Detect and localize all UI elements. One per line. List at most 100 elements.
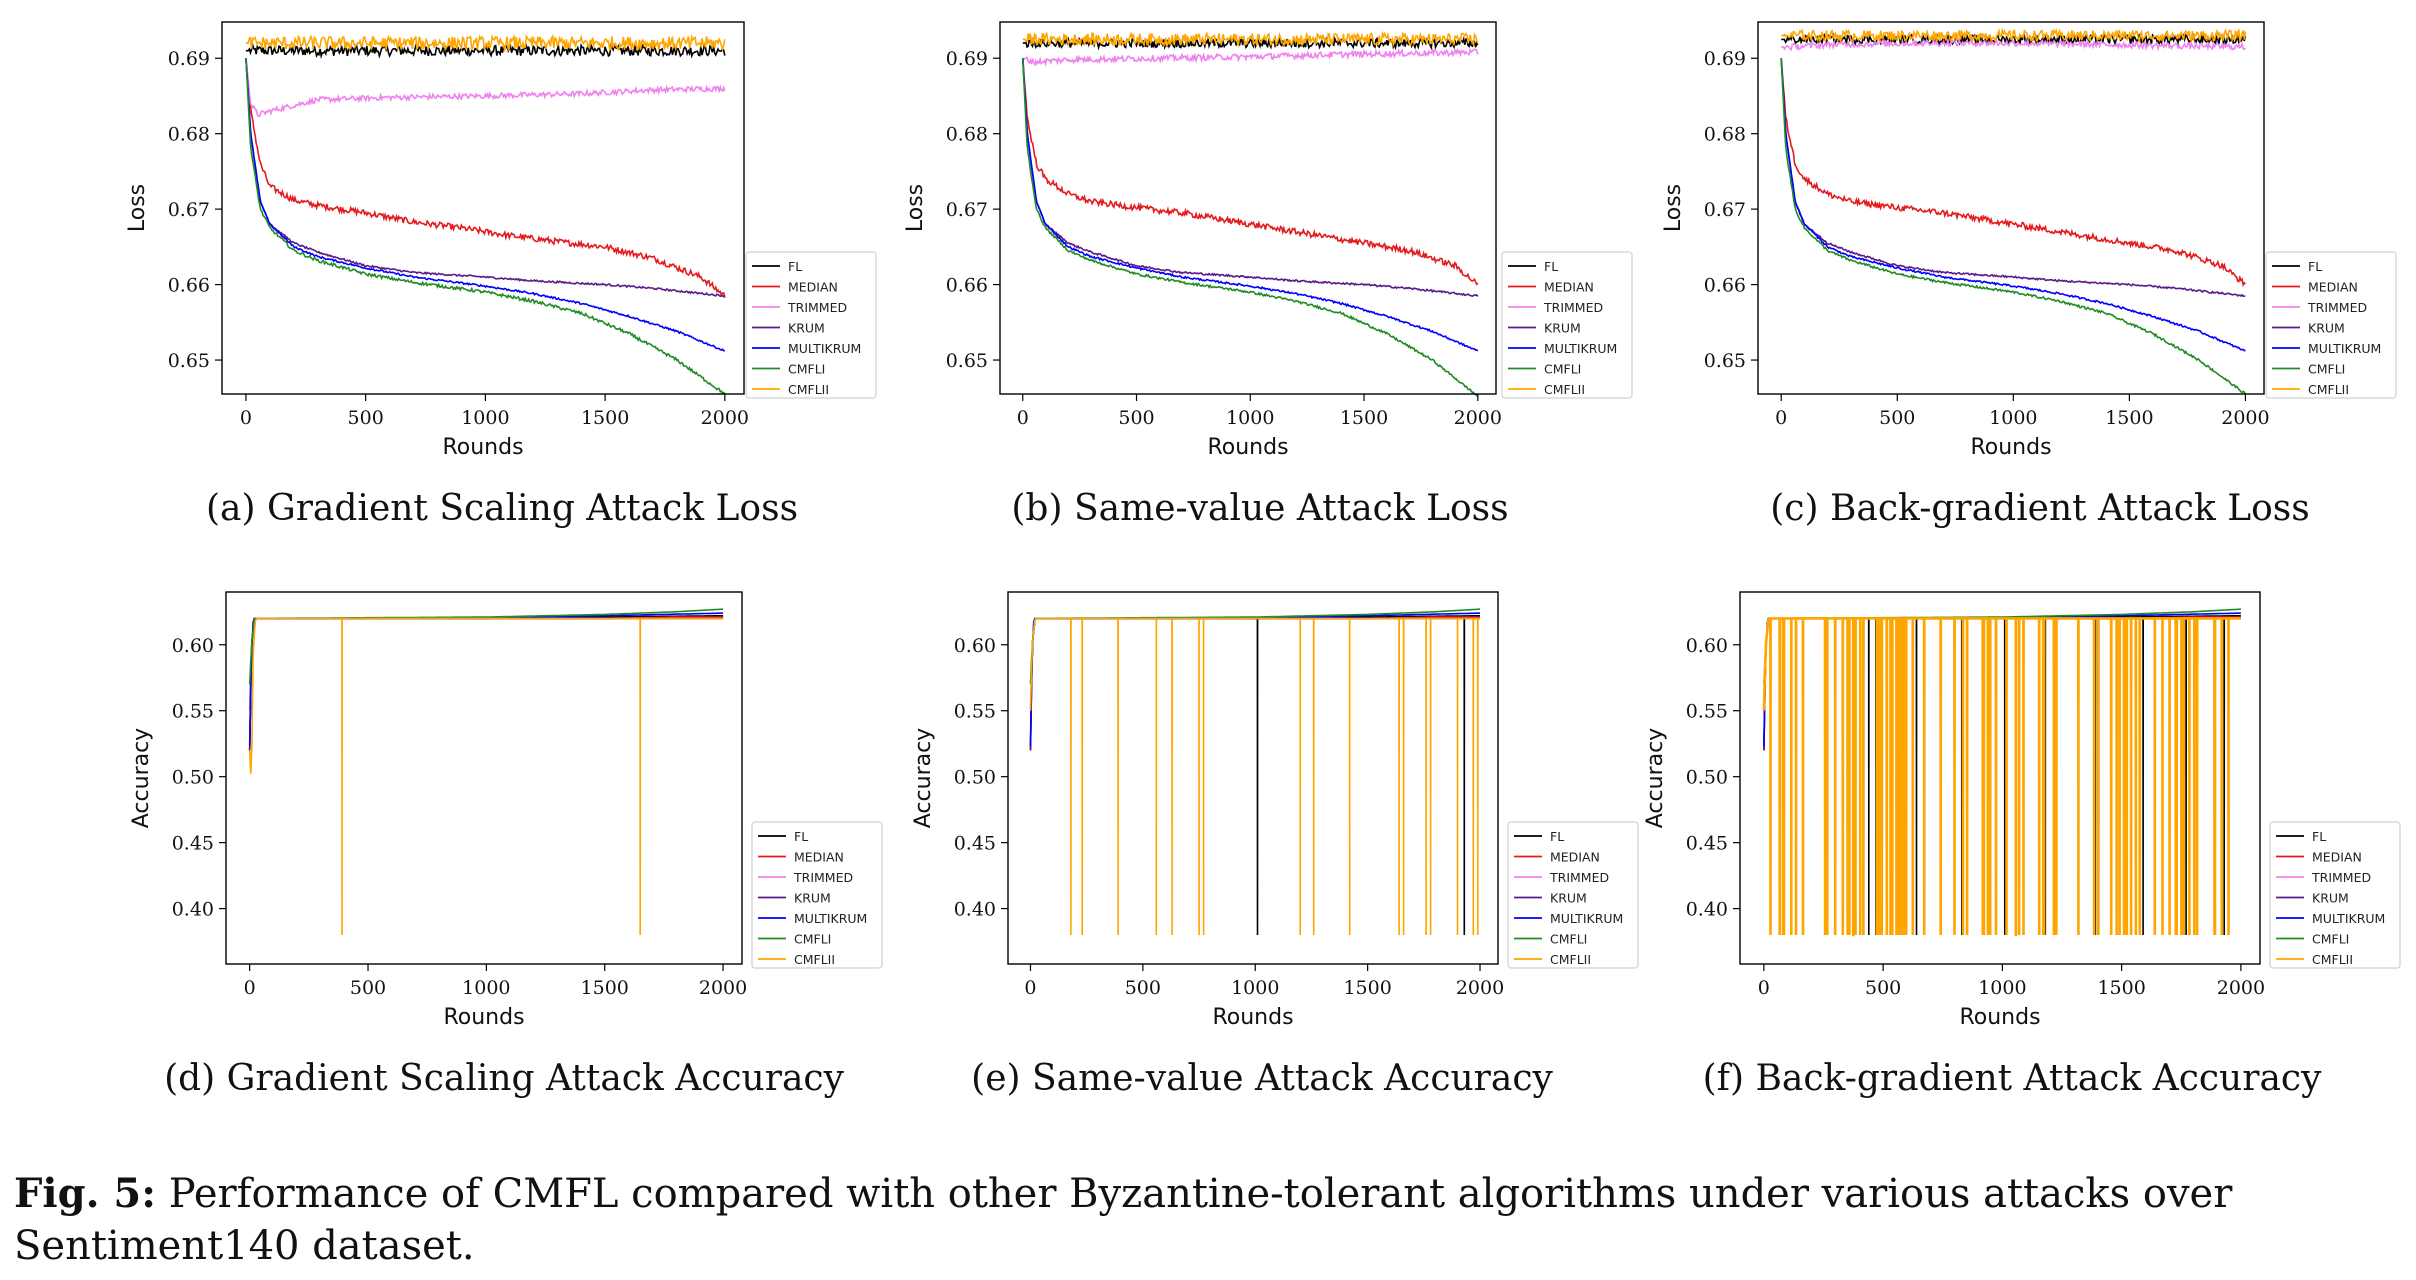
x-tick-label: 2000	[2217, 977, 2265, 999]
series-line-median	[245, 58, 726, 298]
legend: FL MEDIAN TRIMMED KRUM MULTIKRUM CMFLI CMFLII	[1507, 821, 1639, 969]
series-line-cmfli	[1022, 58, 1479, 397]
x-tick-label: 0	[1758, 977, 1770, 999]
series-line-cmflii	[1029, 617, 1480, 936]
y-axis-label: Loss	[903, 184, 928, 232]
legend-label-cmfli: CMFLI	[1550, 932, 1587, 947]
legend-label-fl: FL	[794, 829, 808, 844]
x-axis-label: Rounds	[1212, 1005, 1293, 1030]
figure-caption-label: Fig. 5:	[14, 1170, 157, 1217]
legend-label-krum: KRUM	[788, 321, 825, 336]
x-tick-label: 1000	[1978, 977, 2026, 999]
x-tick-label: 2000	[2221, 407, 2269, 429]
y-tick-label: 0.55	[172, 701, 214, 723]
plot-frame	[1757, 21, 2265, 395]
y-tick-label: 0.66	[946, 275, 988, 297]
y-axis-label: Accuracy	[1643, 728, 1668, 828]
y-axis-label: Loss	[125, 184, 150, 232]
y-tick-label: 0.69	[1704, 48, 1746, 70]
series-line-cmflii	[1762, 617, 2241, 937]
plot-frame	[999, 21, 1497, 395]
legend-label-cmflii: CMFLII	[788, 382, 829, 397]
legend-label-median: MEDIAN	[2308, 280, 2358, 295]
chart-panel-1: 0 500 1000 1500 2000 0.65 0.66 0.67 0.68 0.69 Roun…	[903, 21, 1633, 460]
y-tick-label: 0.50	[172, 767, 214, 789]
subcaption-a: (a) Gradient Scaling Attack Loss	[205, 488, 799, 529]
x-tick-label: 500	[1118, 407, 1154, 429]
x-tick-label: 1000	[462, 977, 510, 999]
legend-label-multikrum: MULTIKRUM	[2308, 341, 2381, 356]
plot-frame	[1007, 591, 1499, 965]
x-tick-label: 2000	[699, 977, 747, 999]
y-tick-label: 0.40	[954, 899, 996, 921]
series-line-cmfli	[248, 608, 724, 685]
series-line-cmfli	[1780, 58, 2247, 395]
y-tick-label: 0.65	[946, 350, 988, 372]
y-tick-label: 0.55	[954, 701, 996, 723]
y-tick-label: 0.66	[168, 275, 210, 297]
legend-label-cmflii: CMFLII	[1544, 382, 1585, 397]
series-line-median	[1780, 58, 2246, 288]
series-line-cmflii	[245, 33, 726, 53]
legend-box	[2269, 821, 2401, 969]
y-tick-label: 0.55	[1686, 701, 1728, 723]
x-axis-label: Rounds	[1970, 435, 2051, 460]
series-line-multikrum	[1780, 58, 2246, 352]
y-tick-label: 0.50	[954, 767, 996, 789]
legend-box	[745, 251, 877, 399]
legend-label-fl: FL	[1550, 829, 1564, 844]
y-tick-label: 0.45	[172, 833, 214, 855]
series-line-multikrum	[245, 58, 725, 352]
y-tick-label: 0.68	[168, 124, 210, 146]
y-tick-label: 0.67	[946, 199, 988, 221]
x-tick-label: 500	[350, 977, 386, 999]
legend-label-cmflii: CMFLII	[794, 952, 835, 967]
legend-label-krum: KRUM	[2312, 891, 2349, 906]
x-tick-label: 2000	[1456, 977, 1504, 999]
x-tick-label: 1500	[2097, 977, 2145, 999]
legend-label-median: MEDIAN	[1550, 850, 1600, 865]
subcaption-f: (f) Back-gradient Attack Accuracy	[1702, 1058, 2322, 1099]
legend-label-multikrum: MULTIKRUM	[788, 341, 861, 356]
legend-label-trimmed: TRIMMED	[1543, 300, 1603, 315]
legend-box	[1507, 821, 1639, 969]
series-line-trimmed	[248, 617, 724, 711]
legend: FL MEDIAN TRIMMED KRUM MULTIKRUM CMFLI CMFLII	[1501, 251, 1633, 399]
series-line-fl	[1029, 614, 1481, 936]
legend-label-cmfli: CMFLI	[2308, 362, 2345, 377]
y-tick-label: 0.60	[172, 635, 214, 657]
legend-label-median: MEDIAN	[788, 280, 838, 295]
y-axis-label: Accuracy	[911, 728, 936, 828]
x-tick-label: 2000	[1454, 407, 1502, 429]
plot-frame	[221, 21, 745, 395]
series-line-krum	[1029, 617, 1480, 751]
x-tick-label: 1000	[1231, 977, 1279, 999]
chart-panel-0: 0 500 1000 1500 2000 0.65 0.66 0.67 0.68 0.69 Roun…	[125, 21, 877, 460]
legend-label-krum: KRUM	[1544, 321, 1581, 336]
y-axis-label: Loss	[1661, 184, 1686, 232]
legend-box	[751, 821, 883, 969]
legend-label-multikrum: MULTIKRUM	[2312, 911, 2385, 926]
series-line-cmflii	[1781, 27, 2247, 44]
plot-frame	[225, 591, 743, 965]
figure-caption-text: Performance of CMFL compared with other …	[14, 1171, 2233, 1269]
legend-label-multikrum: MULTIKRUM	[1544, 341, 1617, 356]
x-tick-label: 500	[1879, 407, 1915, 429]
x-tick-label: 1500	[2105, 407, 2153, 429]
series-line-cmfli	[1029, 608, 1481, 685]
series-line-krum	[1780, 58, 2246, 298]
legend-label-cmfli: CMFLI	[2312, 932, 2349, 947]
legend-label-fl: FL	[2312, 829, 2326, 844]
x-axis-label: Rounds	[442, 435, 523, 460]
chart-panel-2: 0 500 1000 1500 2000 0.65 0.66 0.67 0.68 0.69 Roun…	[1661, 21, 2397, 460]
legend-label-trimmed: TRIMMED	[787, 300, 847, 315]
legend-label-cmfli: CMFLI	[794, 932, 831, 947]
series-line-cmflii	[248, 617, 724, 936]
legend-label-trimmed: TRIMMED	[2307, 300, 2367, 315]
x-tick-label: 500	[1865, 977, 1901, 999]
x-tick-label: 1500	[1343, 977, 1391, 999]
x-tick-label: 0	[1017, 407, 1029, 429]
x-tick-label: 0	[1775, 407, 1787, 429]
chart-panel-3: 0 500 1000 1500 2000 0.40 0.45 0.50 0.55 0.60 Roun…	[129, 591, 883, 1030]
x-tick-label: 0	[1024, 977, 1036, 999]
